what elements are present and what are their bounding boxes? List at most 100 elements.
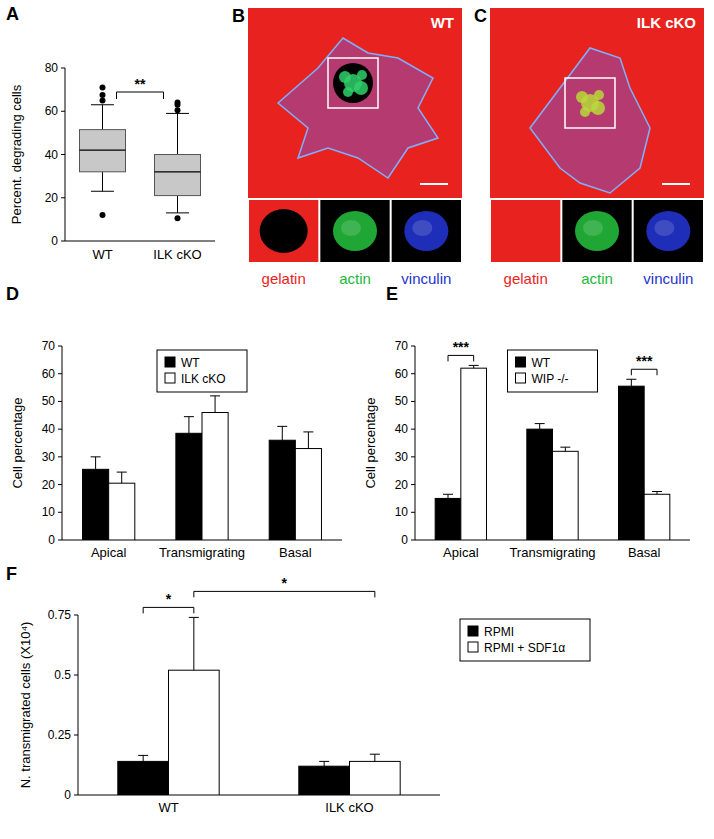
legend-swatch (516, 357, 526, 367)
channel-inset (249, 200, 318, 262)
plot-area (118, 617, 400, 795)
panel-letter: A (6, 4, 19, 24)
y-tick-label: 60 (42, 367, 56, 381)
degraded-area (333, 63, 373, 103)
y-tick (58, 512, 62, 513)
y-tick-label: 50 (395, 394, 409, 408)
y-tick-label: 20 (42, 478, 56, 492)
y-axis (78, 615, 79, 795)
whisker (177, 196, 178, 213)
legend-label: WT (181, 356, 200, 370)
error-bar (319, 761, 329, 766)
actin-spot (357, 70, 367, 80)
image-background (248, 8, 462, 198)
actin-spot (580, 107, 590, 117)
inset-box (328, 58, 378, 108)
actin-spot (576, 91, 588, 103)
error-bar (117, 472, 127, 483)
y-tick (411, 346, 415, 347)
legend-label: WIP -/- (532, 372, 569, 386)
actin-spot (339, 71, 351, 83)
channel-signal (646, 211, 690, 251)
y-tick-label: 30 (42, 450, 56, 464)
bar (435, 498, 461, 540)
channel-signal (412, 220, 432, 236)
x-tick-label: Basal (628, 545, 661, 560)
channel-inset (320, 200, 389, 262)
box (80, 130, 126, 172)
channel-signal (260, 209, 308, 253)
y-tick (74, 735, 78, 736)
y-axis (62, 346, 63, 540)
bar (619, 386, 645, 540)
legend-swatch (165, 357, 175, 367)
y-tick (411, 401, 415, 402)
legend: WTWIP -/- (508, 350, 598, 392)
error-bar (277, 426, 287, 440)
actin-spot (343, 87, 353, 97)
error-bar (303, 432, 313, 449)
outlier (100, 97, 106, 103)
significance-bracket (448, 355, 474, 361)
legend-label: RPMI + SDF1α (484, 641, 565, 655)
panel-letter: C (474, 6, 487, 26)
y-tick-label: 10 (395, 505, 409, 519)
y-tick (61, 154, 65, 155)
significance-bracket (194, 591, 375, 597)
y-tick (58, 429, 62, 430)
background (0, 0, 714, 839)
y-tick-label: 0.5 (54, 668, 71, 682)
channel-signal (341, 220, 361, 236)
y-tick-label: 40 (42, 422, 56, 436)
x-tick-label: Transmigrating (509, 545, 595, 560)
y-tick-label: 40 (45, 148, 59, 162)
channel-signal (404, 211, 448, 251)
legend-swatch (468, 626, 478, 636)
channel-inset (392, 200, 461, 262)
bar (295, 449, 321, 540)
y-tick-label: 20 (395, 478, 409, 492)
y-tick-label: 70 (42, 339, 56, 353)
figure: ABCDEFWTgelatinactinvinculinILK cKOgelat… (0, 0, 714, 839)
legend-swatch (468, 642, 478, 652)
legend-swatch (516, 373, 526, 383)
error-bar (138, 755, 148, 761)
y-tick-label: 40 (395, 422, 409, 436)
channel-label: gelatin (262, 270, 306, 287)
whisker (177, 113, 178, 154)
y-tick (61, 68, 65, 69)
channel-label: vinculin (643, 270, 693, 287)
legend-swatch (165, 373, 175, 383)
error-bar (91, 457, 101, 469)
y-tick (61, 111, 65, 112)
legend-label: RPMI (484, 625, 514, 639)
channel-label: actin (339, 270, 371, 287)
y-axis-title: Cell percentage (363, 397, 378, 488)
error-bar (370, 754, 380, 761)
significance-bracket (143, 607, 194, 613)
x-tick-label: Transmigrating (159, 545, 245, 560)
x-tick-label: Apical (91, 545, 127, 560)
error-bar (535, 424, 545, 430)
micrograph-title: ILK cKO (637, 14, 697, 31)
actin-spot (594, 90, 604, 100)
legend: RPMI RPMI + SDF1α (460, 619, 590, 661)
bar (109, 483, 135, 540)
y-tick-label: 0.75 (48, 608, 72, 622)
scale-bar (662, 183, 690, 185)
scale-bar (420, 183, 448, 185)
y-axis-title: Percent. degrading cells (9, 84, 24, 224)
y-tick (58, 484, 62, 485)
y-tick (61, 197, 65, 198)
box (155, 155, 201, 196)
panel-letter: F (6, 564, 17, 584)
bar (176, 433, 202, 540)
whisker-cap (91, 191, 114, 192)
plot-area (80, 84, 201, 221)
channel-signal (654, 220, 674, 236)
channel-inset (634, 200, 703, 262)
significance: *** (453, 339, 470, 355)
y-axis (415, 346, 416, 540)
y-tick-label: 20 (45, 191, 59, 205)
legend-box (508, 350, 598, 392)
